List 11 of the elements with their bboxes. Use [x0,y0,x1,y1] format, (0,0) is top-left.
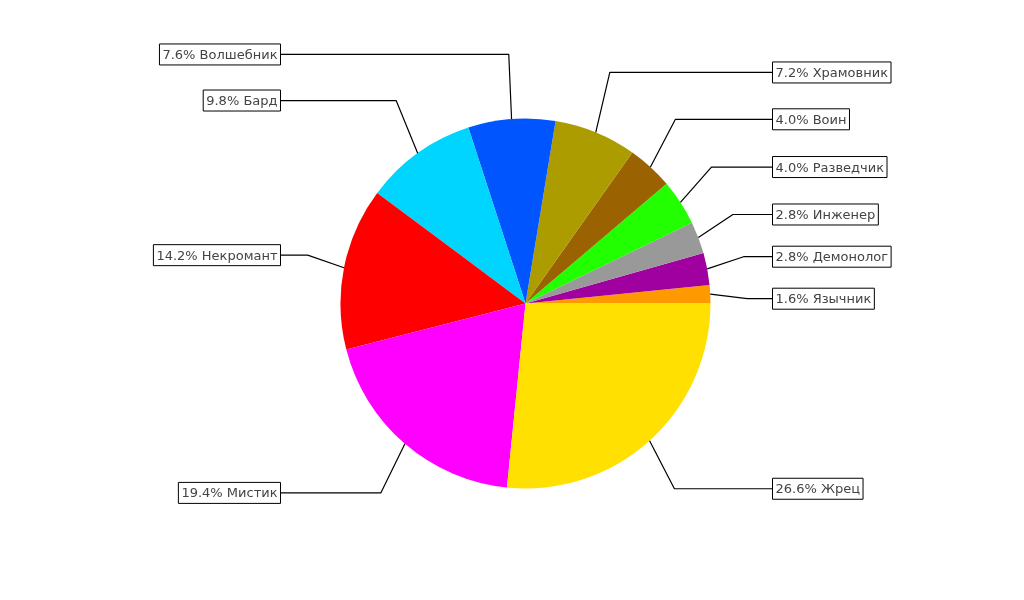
slice-label: 1.6% Язычник [775,291,872,307]
slice-label: 19.4% Мистик [181,485,278,501]
slice-label: 7.2% Храмовник [775,64,889,80]
slice-label: 4.0% Разведчик [775,159,885,175]
slice-label: 2.8% Инженер [775,206,876,222]
slice-label: 4.0% Воин [775,111,847,127]
slice-label: 14.2% Некромант [156,247,278,263]
slice-label: 26.6% Жрец [775,481,861,497]
slice-label: 2.8% Демонолог [775,249,889,265]
slice-label: 9.8% Бард [206,93,278,109]
slice-label: 7.6% Волшебник [162,46,278,62]
